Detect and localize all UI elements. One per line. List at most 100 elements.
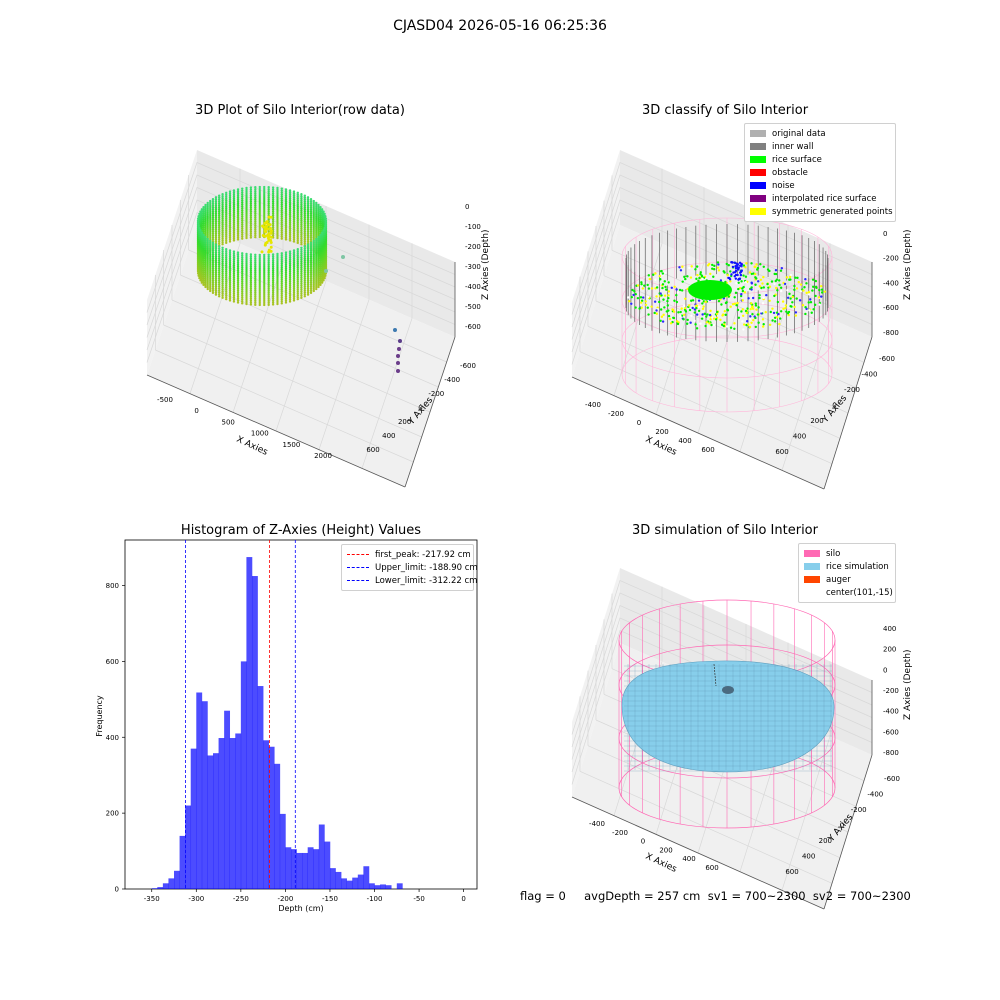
- raw-point: [280, 231, 283, 234]
- raw-point: [206, 219, 209, 223]
- raw-point: [258, 297, 261, 301]
- raw-point: [296, 267, 299, 271]
- raw-point: [245, 264, 248, 268]
- raw-point: [303, 236, 307, 239]
- raw-point: [263, 297, 266, 301]
- raw-point: [254, 265, 257, 269]
- raw-point: [300, 260, 303, 263]
- raw-point: [276, 266, 279, 270]
- raw-point: [204, 285, 207, 289]
- raw-point: [309, 249, 313, 253]
- raw-point: [309, 231, 313, 235]
- raw-point: [206, 283, 209, 287]
- simulation-x-tick-label: 400: [682, 855, 695, 863]
- simulation-x-tick-label: 200: [659, 846, 672, 854]
- raw-point: [280, 278, 283, 281]
- raw-point: [263, 295, 266, 299]
- raw-point: [232, 235, 236, 238]
- raw-point: [263, 299, 266, 303]
- raw-point: [241, 199, 244, 202]
- raw-point: [241, 231, 244, 234]
- raw-point: [263, 279, 266, 283]
- raw-point: [211, 285, 215, 289]
- raw-point: [217, 216, 221, 219]
- raw-point: [319, 261, 322, 265]
- raw-point: [211, 211, 215, 215]
- raw-point: [209, 285, 212, 289]
- raw-point: [209, 289, 212, 293]
- raw-point: [254, 303, 257, 307]
- raw-point: [306, 214, 310, 217]
- raw-point: [288, 221, 292, 224]
- raw-point: [276, 288, 279, 292]
- raw-point: [225, 265, 228, 269]
- raw-point: [221, 270, 224, 273]
- raw-point: [249, 263, 253, 266]
- raw-point: [241, 215, 244, 218]
- raw-point: [309, 263, 313, 267]
- raw-point: [300, 284, 303, 287]
- raw-point: [309, 207, 313, 211]
- raw-point: [271, 289, 275, 292]
- raw-point: [206, 247, 209, 251]
- raw-point: [225, 293, 228, 297]
- raw-point: [245, 232, 248, 236]
- raw-point: [217, 281, 221, 284]
- raw-point: [288, 207, 292, 210]
- raw-point: [217, 242, 221, 245]
- raw-point: [228, 277, 232, 280]
- raw-point: [204, 231, 207, 235]
- raw-point: [300, 282, 303, 285]
- raw-point: [214, 238, 218, 241]
- raw-point: [228, 297, 232, 300]
- raw-point: [309, 275, 313, 279]
- raw-point: [267, 265, 270, 269]
- raw-point: [300, 233, 303, 236]
- raw-point: [206, 235, 209, 239]
- raw-point: [249, 214, 253, 217]
- raw-point: [228, 281, 232, 284]
- raw-point: [209, 233, 212, 237]
- raw-point: [276, 262, 279, 266]
- raw-point: [245, 218, 248, 222]
- raw-point: [225, 275, 228, 279]
- raw-point: [211, 221, 215, 225]
- raw-point: [217, 277, 221, 280]
- raw-point: [254, 209, 257, 213]
- raw-point: [225, 271, 228, 275]
- raw-point: [254, 225, 257, 229]
- raw-point: [245, 204, 248, 208]
- raw-point: [217, 202, 221, 205]
- raw-point: [241, 298, 244, 301]
- raw-point: [225, 269, 228, 273]
- raw-point: [271, 297, 275, 300]
- raw-point: [258, 299, 261, 303]
- raw-point: [309, 251, 313, 255]
- raw-point: [276, 216, 279, 220]
- raw-point: [232, 288, 236, 291]
- raw-point: [296, 265, 299, 269]
- raw-point: [245, 208, 248, 212]
- raw-point: [296, 253, 299, 257]
- raw-point: [202, 277, 205, 281]
- raw-grid: [188, 249, 447, 363]
- raw-point: [258, 265, 261, 269]
- raw-point: [296, 229, 299, 233]
- raw-point: [312, 269, 315, 273]
- raw-point: [306, 263, 310, 266]
- raw-point: [312, 261, 315, 265]
- raw-point: [312, 279, 315, 283]
- raw-point: [254, 231, 257, 235]
- raw-point: [263, 283, 266, 287]
- raw-point: [258, 231, 261, 235]
- raw-point: [317, 247, 320, 251]
- raw-point: [225, 241, 228, 245]
- raw-point: [217, 279, 221, 282]
- raw-point: [263, 217, 266, 221]
- raw-point: [217, 224, 221, 227]
- raw-point: [306, 238, 310, 241]
- raw-point: [267, 267, 270, 271]
- raw-point: [236, 220, 240, 223]
- raw-point: [315, 235, 318, 239]
- raw-point: [263, 301, 266, 305]
